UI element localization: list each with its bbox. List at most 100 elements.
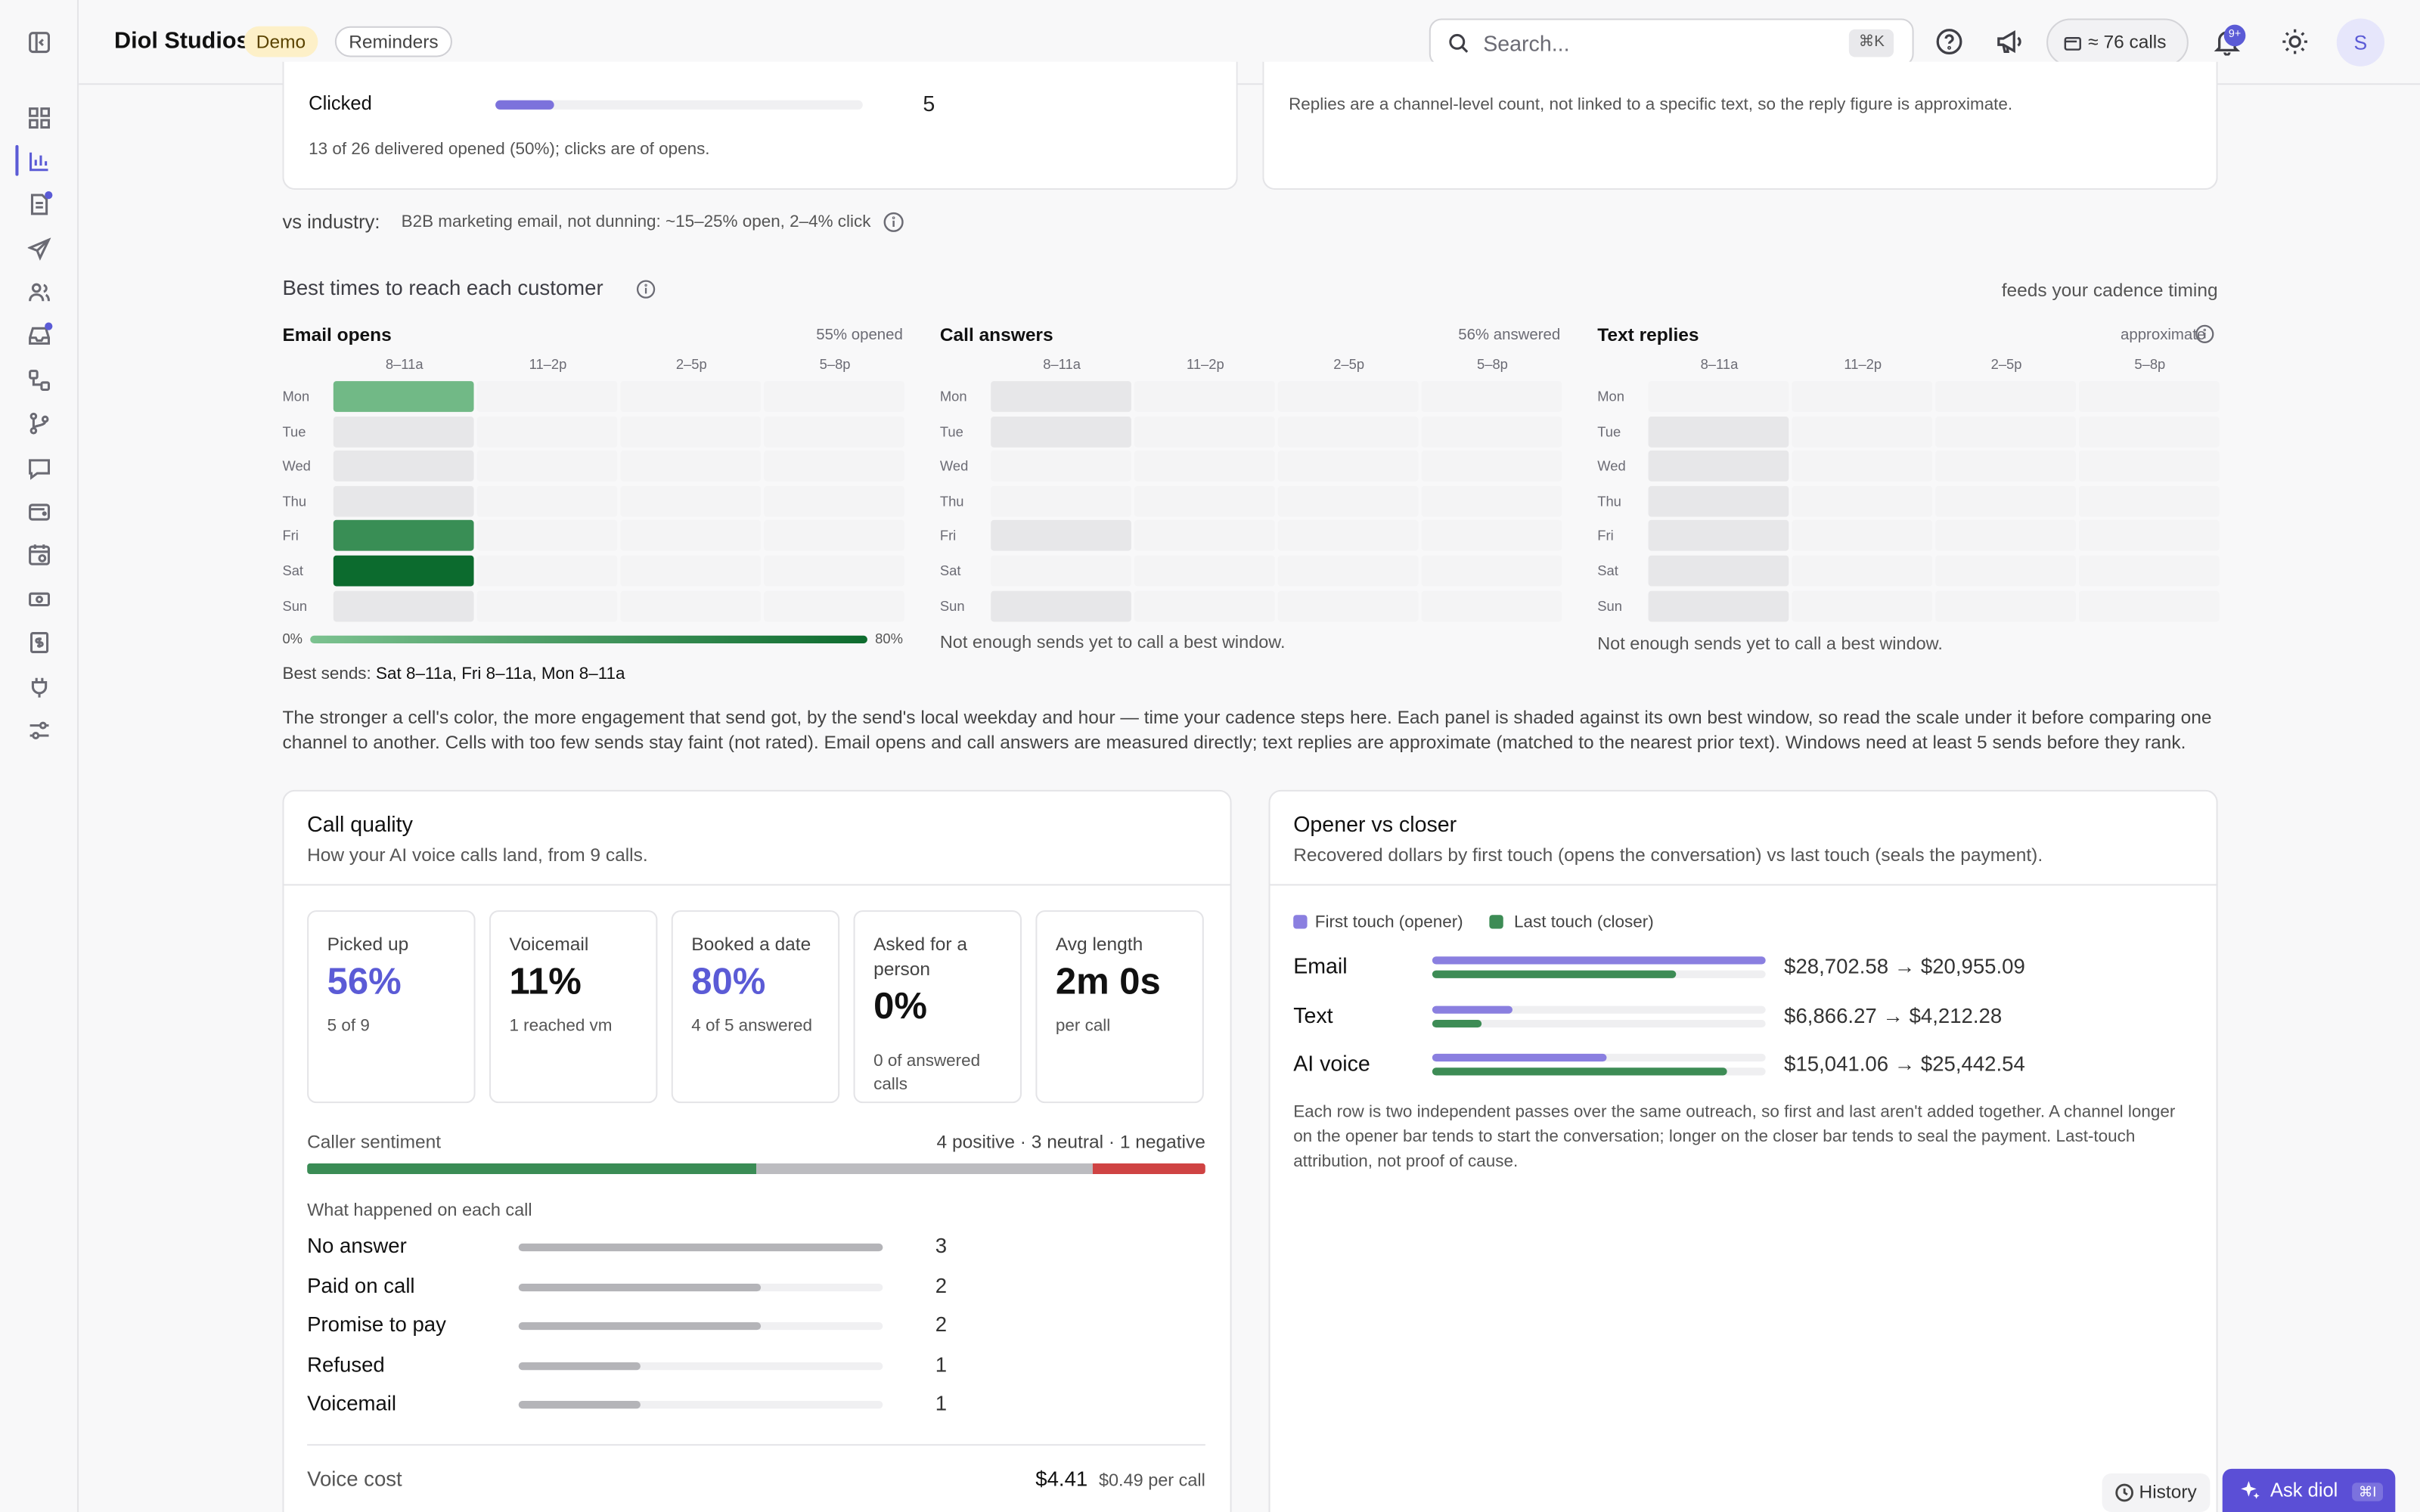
history-icon <box>2115 1483 2134 1502</box>
heatmap-cell <box>476 416 618 448</box>
active-indicator <box>15 144 19 176</box>
invoice-icon[interactable] <box>26 630 53 656</box>
branch-icon[interactable] <box>26 411 53 437</box>
dashboard-icon[interactable] <box>26 105 53 132</box>
user-avatar[interactable]: S <box>2336 18 2385 67</box>
email-funnel-note: 13 of 26 delivered opened (50%); clicks … <box>309 140 710 160</box>
integrations-icon[interactable] <box>26 674 53 701</box>
voice-cost-label: Voice cost <box>307 1467 402 1491</box>
calls-balance-button[interactable]: ≈ 76 calls <box>2046 18 2189 67</box>
ask-diol-button[interactable]: Ask diol ⌘I <box>2222 1468 2396 1512</box>
customers-icon[interactable] <box>26 279 53 305</box>
heatmap-day-label: Mon <box>1597 389 1624 404</box>
inbox-icon[interactable] <box>26 323 53 349</box>
outcome-count: 1 <box>935 1352 948 1376</box>
workspace-name[interactable]: Diol Studios <box>114 27 250 54</box>
workflow-icon[interactable] <box>26 367 53 394</box>
documents-icon[interactable] <box>26 191 53 218</box>
heatmap-cell <box>991 416 1131 448</box>
reminders-button[interactable]: Reminders <box>334 26 453 57</box>
heatmap-day-label: Wed <box>1597 458 1626 474</box>
stat-sub: 1 reached vm <box>509 1016 613 1036</box>
heatmap-cell <box>620 485 762 517</box>
outcome-label: Voicemail <box>307 1391 397 1415</box>
send-icon[interactable] <box>26 236 53 262</box>
heatmap-day-label: Thu <box>282 493 307 510</box>
settings-sliders-icon[interactable] <box>26 717 53 744</box>
outcome-label: Paid on call <box>307 1273 415 1297</box>
stat-sub: 0 of answered calls <box>873 1052 981 1094</box>
heatmap-cell <box>620 451 762 482</box>
clicked-label: Clicked <box>309 92 372 115</box>
payments-icon[interactable] <box>26 587 53 613</box>
outcome-bar <box>518 1401 641 1409</box>
heatmap-cell <box>1935 416 2076 448</box>
calendar-icon[interactable] <box>26 541 53 568</box>
divider <box>282 884 1232 886</box>
email-funnel-card: Clicked 5 13 of 26 delivered opened (50%… <box>282 61 1238 191</box>
channel-label: Text <box>1293 1002 1333 1027</box>
info-icon[interactable] <box>2195 324 2215 345</box>
heatmap-cell <box>1648 416 1789 448</box>
heatmap-day-label: Fri <box>939 528 957 544</box>
divider <box>307 1444 1205 1446</box>
color-scale-bar <box>310 635 867 644</box>
heatmap-cell <box>1648 485 1789 517</box>
search-input[interactable]: Search... ⌘K <box>1429 18 1914 67</box>
heatmap-cell <box>1421 555 1562 587</box>
heatmap-column-label: 11–2p <box>529 356 567 372</box>
first-touch-bar <box>1432 1053 1607 1062</box>
call-answers-not-enough: Not enough sends yet to call a best wind… <box>939 634 1286 653</box>
analytics-icon[interactable] <box>26 148 53 175</box>
theme-toggle-sun-icon[interactable] <box>2281 28 2309 56</box>
heatmap-cell <box>2078 416 2220 448</box>
stat-sub: per call <box>1055 1016 1111 1036</box>
caller-sentiment-label: Caller sentiment <box>307 1130 442 1153</box>
heatmap-summary: 55% opened <box>816 327 903 345</box>
heatmap-cell <box>1134 416 1275 448</box>
help-icon[interactable] <box>1935 28 1963 56</box>
voice-cost: $4.41 $0.49 per call <box>1035 1467 1205 1491</box>
legend-first-swatch <box>1293 915 1308 929</box>
heatmap-cell <box>1421 485 1562 517</box>
scale-min: 0% <box>282 631 303 647</box>
stat-card: Avg length 2m 0s per call <box>1035 910 1204 1104</box>
stat-card: Booked a date 80% 4 of 5 answered <box>671 910 840 1104</box>
notification-count-badge: 9+ <box>2223 24 2246 47</box>
last-touch-track <box>1432 1018 1766 1027</box>
stat-label: Picked up <box>327 933 409 956</box>
heatmap-cell <box>1134 555 1275 587</box>
first-touch-bar <box>1432 956 1766 965</box>
sentiment-bar <box>307 1163 1205 1175</box>
toggle-sidebar-icon[interactable] <box>26 29 53 56</box>
heatmap-column-label: 11–2p <box>1186 356 1224 372</box>
heatmap-cell <box>1277 555 1419 587</box>
announcements-icon[interactable] <box>1996 28 2024 56</box>
history-button[interactable]: History <box>2102 1473 2211 1512</box>
wallet-icon[interactable] <box>26 498 53 525</box>
heatmap-cell <box>2078 485 2220 517</box>
cadence-timing-note: feeds your cadence timing <box>2001 279 2218 301</box>
inbox-notification-dot <box>45 322 53 330</box>
channel-label: Email <box>1293 953 1348 978</box>
heatmap-cell <box>2078 555 2220 587</box>
heatmap-cell <box>1935 520 2076 552</box>
divider <box>1268 884 2218 886</box>
last-touch-bar <box>1432 1067 1728 1076</box>
first-touch-track <box>1432 1005 1766 1013</box>
heatmap-cell <box>1648 555 1789 587</box>
info-icon[interactable] <box>636 279 656 299</box>
stat-card: Picked up 56% 5 of 9 <box>307 910 476 1104</box>
heatmap-cell <box>764 416 904 448</box>
stat-label: Avg length <box>1055 933 1143 956</box>
stat-value: 80% <box>691 961 766 1003</box>
channel-label: AI voice <box>1293 1050 1370 1076</box>
legend-first-touch: First touch (opener) <box>1314 913 1463 932</box>
heatmap-cell <box>476 520 618 552</box>
last-touch-bar <box>1432 1018 1481 1027</box>
info-icon[interactable] <box>883 212 904 234</box>
heatmap-cell <box>1935 555 2076 587</box>
heatmap-column-label: 8–11a <box>1700 356 1739 372</box>
heatmap-day-label: Sat <box>282 562 304 579</box>
messages-icon[interactable] <box>26 455 53 482</box>
